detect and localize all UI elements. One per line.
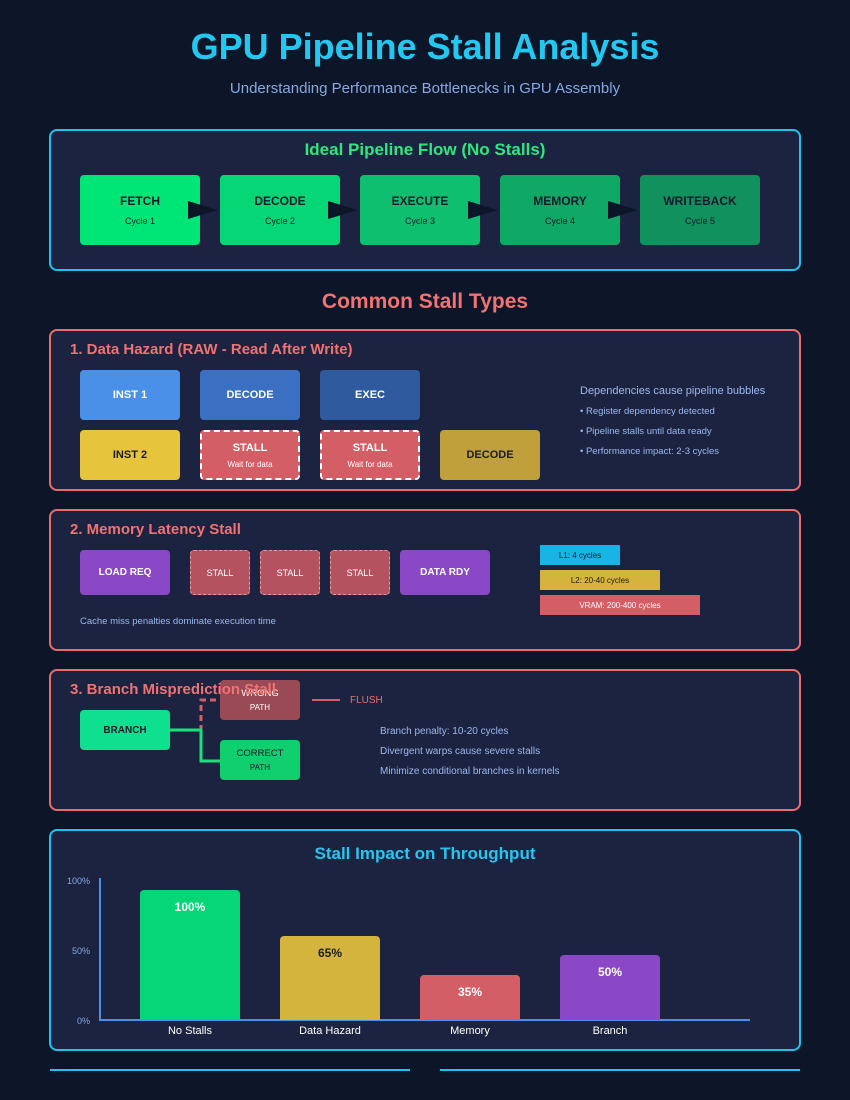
branch-note: Branch penalty: 10-20 cycles	[380, 726, 509, 737]
data-ready-box: DATA RDY	[400, 550, 490, 595]
stage-name: MEMORY	[533, 194, 587, 208]
decode-box: DECODE	[200, 370, 300, 420]
branch-note: Minimize conditional branches in kernels	[380, 766, 560, 777]
stage-name: EXECUTE	[391, 194, 449, 208]
arrow-right-icon	[608, 201, 638, 219]
stage-execute: EXECUTE Cycle 3	[360, 175, 480, 245]
stall-box: STALL	[330, 550, 390, 595]
memory-latency-title: 2. Memory Latency Stall	[70, 521, 241, 538]
latency-bar-l2: L2: 20-40 cycles	[540, 570, 660, 590]
stage-cycle: Cycle 2	[264, 216, 295, 226]
stall-sublabel: Wait for data	[227, 459, 273, 469]
wrong-label: WRONG	[241, 688, 279, 699]
stage-cycle: Cycle 3	[404, 216, 435, 226]
exec-box: EXEC	[320, 370, 420, 420]
branch-panel	[49, 669, 801, 811]
hazard-note: • Register dependency detected	[580, 406, 715, 417]
page-subtitle: Understanding Performance Bottlenecks in…	[229, 80, 621, 97]
stall-box: STALL	[190, 550, 250, 595]
stall-sublabel: Wait for data	[347, 459, 393, 469]
load-req-box: LOAD REQ	[80, 550, 170, 595]
footer-divider-right	[440, 1069, 800, 1071]
inst2-box: INST 2	[80, 430, 180, 480]
stage-fetch: FETCH Cycle 1	[80, 175, 200, 245]
throughput-title: Stall Impact on Throughput	[314, 844, 536, 863]
stage-name: WRITEBACK	[663, 194, 737, 208]
ideal-pipeline-title: Ideal Pipeline Flow (No Stalls)	[304, 140, 546, 159]
wrong-path-box: WRONG PATH	[220, 680, 300, 720]
stage-name: FETCH	[120, 194, 160, 208]
latency-bar-l1: L1: 4 cycles	[540, 545, 620, 565]
hazard-note: • Pipeline stalls until data ready	[580, 426, 712, 437]
stall-box: STALL Wait for data	[200, 430, 300, 480]
stage-decode: DECODE Cycle 2	[220, 175, 340, 245]
latency-bar-vram: VRAM: 200-400 cycles	[540, 595, 700, 615]
arrow-right-icon	[468, 201, 498, 219]
stage-memory: MEMORY Cycle 4	[500, 175, 620, 245]
hazard-note: • Performance impact: 2-3 cycles	[580, 446, 720, 457]
branch-note: Divergent warps cause severe stalls	[380, 746, 541, 757]
page-title: GPU Pipeline Stall Analysis	[190, 26, 660, 67]
stall-box: STALL	[260, 550, 320, 595]
branch-box: BRANCH	[80, 710, 170, 750]
stall-label: STALL	[232, 441, 268, 454]
stage-cycle: Cycle 4	[544, 216, 575, 226]
wrong-sublabel: PATH	[249, 703, 271, 712]
memory-caption: Cache miss penalties dominate execution …	[80, 616, 276, 627]
branch-title: 3. Branch Misprediction Stall	[70, 681, 276, 698]
arrow-right-icon	[328, 201, 358, 219]
stage-cycle: Cycle 1	[124, 216, 155, 226]
correct-sublabel: PATH	[249, 763, 271, 772]
footer-divider-left	[50, 1069, 410, 1071]
stage-writeback: WRITEBACK Cycle 5	[640, 175, 760, 245]
wrong-path-connector	[170, 698, 220, 732]
stall-label: STALL	[352, 441, 388, 454]
flush-label: FLUSH	[350, 695, 383, 706]
stall-box: STALL Wait for data	[320, 430, 420, 480]
hazard-notes-title: Dependencies cause pipeline bubbles	[580, 385, 766, 397]
stage-name: DECODE	[254, 194, 306, 208]
stall-types-heading: Common Stall Types	[321, 290, 529, 313]
correct-label: CORRECT	[236, 748, 284, 759]
correct-path-box: CORRECT PATH	[220, 740, 300, 780]
data-hazard-title: 1. Data Hazard (RAW - Read After Write)	[70, 341, 353, 358]
arrow-right-icon	[188, 201, 218, 219]
decode-box-delayed: DECODE	[440, 430, 540, 480]
stage-cycle: Cycle 5	[684, 216, 715, 226]
correct-path-connector	[170, 728, 220, 763]
inst1-box: INST 1	[80, 370, 180, 420]
